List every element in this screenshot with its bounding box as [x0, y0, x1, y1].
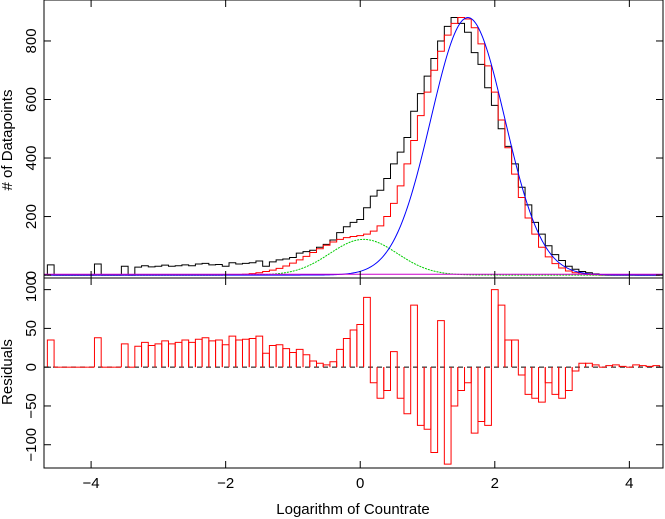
- residual-bar: [390, 351, 398, 368]
- x-axis-label: Logarithm of Countrate: [276, 501, 429, 518]
- y-tick-label: 0: [23, 271, 40, 279]
- residual-bar: [591, 364, 600, 368]
- residual-bar: [430, 367, 439, 453]
- bottom-plot-area: [44, 289, 663, 465]
- axes-frame: [43, 277, 664, 469]
- residual-bar: [363, 296, 371, 368]
- y-tick-label: 200: [23, 204, 40, 229]
- y-tick-label: −100: [23, 428, 40, 462]
- residual-bar: [571, 367, 580, 372]
- residual-bar: [120, 343, 129, 368]
- bottom-panel: −4 −2 0 2 4 −100 −50 0 50 100 Residuals Logarithm…: [0, 277, 664, 518]
- residual-bar: [511, 339, 519, 368]
- x-tick-label: 4: [625, 475, 633, 492]
- residual-bar: [538, 367, 546, 403]
- x-tick-label: 2: [491, 475, 499, 492]
- residual-bar: [437, 320, 445, 368]
- y-tick-label: 800: [23, 28, 40, 53]
- x-tick-label: −2: [217, 475, 234, 492]
- y-tick-label: −50: [23, 393, 40, 418]
- high-component-curve: [44, 17, 663, 276]
- top-plot-area: [44, 17, 663, 276]
- residual-bar: [652, 365, 661, 368]
- y-tick-label: 600: [23, 87, 40, 112]
- residual-bar: [255, 335, 264, 368]
- residual-bar: [484, 367, 492, 426]
- residual-bar: [383, 367, 392, 391]
- residual-bar: [564, 367, 573, 391]
- y-tick-label: 100: [23, 277, 40, 302]
- y-tick-label: 400: [23, 146, 40, 171]
- residual-bar: [403, 367, 412, 415]
- top-y-axis-label: # of Datapoints: [0, 90, 16, 191]
- y-tick-label: 50: [23, 320, 40, 337]
- y-tick-label: 0: [23, 363, 40, 371]
- residual-bar: [497, 304, 506, 368]
- residual-bar: [46, 339, 55, 368]
- residual-bar: [410, 304, 418, 368]
- bottom-y-axis-label: Residuals: [0, 339, 16, 405]
- bottom-axes: −4 −2 0 2 4 −100 −50 0 50 100: [23, 277, 664, 492]
- x-tick-label: −4: [83, 475, 100, 492]
- residual-bar: [443, 367, 452, 465]
- residual-bar: [93, 337, 102, 368]
- x-tick-label: 0: [356, 475, 364, 492]
